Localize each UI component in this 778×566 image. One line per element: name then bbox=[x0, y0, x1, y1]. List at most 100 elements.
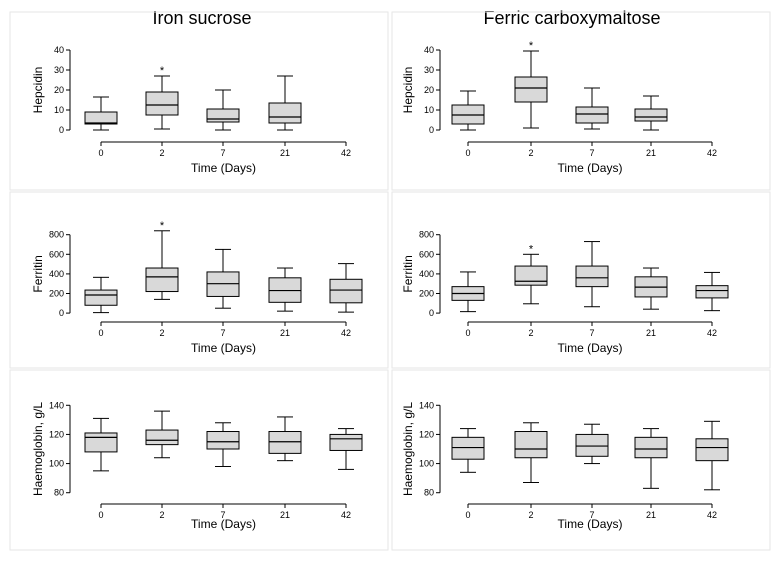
box-plot-21 bbox=[268, 267, 302, 312]
iqr-box bbox=[84, 289, 118, 306]
iqr-box bbox=[329, 433, 363, 451]
iqr-box bbox=[206, 431, 240, 450]
y-axis-title: Hepcidin bbox=[401, 67, 415, 114]
y-tick-label: 200 bbox=[49, 289, 64, 299]
iqr-box bbox=[268, 102, 302, 124]
box-plot-42 bbox=[695, 271, 729, 312]
y-tick-label: 0 bbox=[59, 308, 64, 318]
x-tick-label: 0 bbox=[465, 510, 470, 520]
y-tick-label: 100 bbox=[49, 459, 64, 469]
column-title-iron-sucrose: Iron sucrose bbox=[152, 8, 252, 28]
box-plot-42 bbox=[329, 428, 363, 470]
iqr-box bbox=[514, 265, 548, 286]
iqr-box bbox=[145, 267, 179, 293]
significance-star: * bbox=[160, 65, 165, 77]
panel-frame bbox=[391, 369, 771, 551]
y-tick-label: 0 bbox=[59, 125, 64, 135]
y-tick-label: 10 bbox=[424, 105, 434, 115]
x-axis-title: Time (Days) bbox=[191, 517, 256, 531]
x-axis-title: Time (Days) bbox=[558, 161, 623, 175]
iqr-box bbox=[84, 111, 118, 125]
box-plot-7 bbox=[575, 423, 609, 465]
x-tick-label: 7 bbox=[220, 328, 225, 338]
y-tick-label: 0 bbox=[429, 308, 434, 318]
box-plot-0 bbox=[84, 417, 118, 472]
y-tick-label: 20 bbox=[54, 85, 64, 95]
x-axis-title: Time (Days) bbox=[558, 517, 623, 531]
column-title-ferric-carboxymaltose: Ferric carboxymaltose bbox=[483, 8, 661, 28]
x-tick-label: 21 bbox=[280, 148, 290, 158]
y-tick-label: 0 bbox=[429, 125, 434, 135]
y-axis-title: Haemoglobin, g/L bbox=[31, 402, 45, 496]
y-tick-label: 80 bbox=[424, 488, 434, 498]
x-tick-label: 2 bbox=[528, 510, 533, 520]
box-plot-21 bbox=[268, 416, 302, 462]
iqr-box bbox=[634, 436, 668, 459]
x-tick-label: 2 bbox=[159, 510, 164, 520]
box-plot-21 bbox=[634, 428, 668, 489]
y-tick-label: 200 bbox=[419, 289, 434, 299]
x-tick-label: 2 bbox=[159, 148, 164, 158]
y-tick-label: 30 bbox=[54, 65, 64, 75]
box-plot-7 bbox=[575, 87, 609, 130]
x-tick-label: 42 bbox=[707, 510, 717, 520]
iqr-box bbox=[575, 106, 609, 124]
box-plot-42 bbox=[695, 420, 729, 491]
x-tick-label: 42 bbox=[707, 328, 717, 338]
y-axis-title: Hepcidin bbox=[31, 67, 45, 114]
y-tick-label: 140 bbox=[419, 400, 434, 410]
box-plot-42 bbox=[329, 263, 363, 313]
x-tick-label: 42 bbox=[341, 328, 351, 338]
x-tick-label: 7 bbox=[589, 510, 594, 520]
box-plot-2: * bbox=[145, 220, 179, 300]
box-plot-0 bbox=[451, 428, 485, 473]
x-tick-label: 2 bbox=[159, 328, 164, 338]
significance-star: * bbox=[529, 40, 534, 52]
y-tick-label: 600 bbox=[419, 249, 434, 259]
box-plot-2 bbox=[514, 422, 548, 484]
x-tick-label: 21 bbox=[280, 510, 290, 520]
y-tick-label: 400 bbox=[49, 269, 64, 279]
box-plot-7 bbox=[206, 248, 240, 309]
iqr-box bbox=[268, 431, 302, 454]
iqr-box bbox=[695, 438, 729, 462]
box-plot-21 bbox=[634, 267, 668, 310]
x-tick-label: 7 bbox=[589, 148, 594, 158]
x-tick-label: 0 bbox=[465, 148, 470, 158]
x-axis-title: Time (Days) bbox=[558, 341, 623, 355]
iqr-box bbox=[329, 278, 363, 304]
box-plot-21 bbox=[268, 75, 302, 131]
iqr-box bbox=[634, 108, 668, 122]
x-tick-label: 21 bbox=[646, 328, 656, 338]
y-tick-label: 100 bbox=[419, 459, 434, 469]
x-tick-label: 7 bbox=[220, 148, 225, 158]
y-tick-label: 40 bbox=[54, 45, 64, 55]
x-axis-title: Time (Days) bbox=[191, 161, 256, 175]
x-tick-label: 21 bbox=[280, 328, 290, 338]
iqr-box bbox=[145, 91, 179, 116]
x-tick-label: 42 bbox=[341, 510, 351, 520]
y-tick-label: 30 bbox=[424, 65, 434, 75]
box-plot-7 bbox=[206, 422, 240, 467]
iqr-box bbox=[514, 431, 548, 459]
x-axis-title: Time (Days) bbox=[191, 341, 256, 355]
iqr-box bbox=[575, 265, 609, 288]
y-tick-label: 140 bbox=[49, 400, 64, 410]
panel-frame bbox=[391, 191, 771, 369]
x-tick-label: 0 bbox=[465, 328, 470, 338]
box-plot-2: * bbox=[514, 40, 548, 129]
y-tick-label: 600 bbox=[49, 249, 64, 259]
x-tick-label: 0 bbox=[98, 328, 103, 338]
iqr-box bbox=[695, 285, 729, 299]
y-tick-label: 120 bbox=[419, 429, 434, 439]
y-axis-title: Ferritin bbox=[31, 255, 45, 292]
box-plot-2: * bbox=[514, 243, 548, 305]
x-tick-label: 21 bbox=[646, 510, 656, 520]
y-tick-label: 400 bbox=[419, 269, 434, 279]
panel-frame bbox=[391, 11, 771, 191]
box-plot-2: * bbox=[145, 65, 179, 130]
y-axis-title: Haemoglobin, g/L bbox=[401, 402, 415, 496]
x-tick-label: 7 bbox=[589, 328, 594, 338]
